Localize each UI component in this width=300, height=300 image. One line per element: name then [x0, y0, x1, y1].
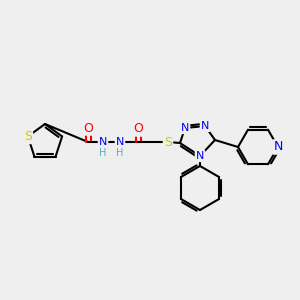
- Text: S: S: [164, 136, 172, 148]
- Text: N: N: [99, 137, 107, 147]
- Text: N: N: [201, 121, 209, 131]
- Text: N: N: [116, 137, 124, 147]
- Text: N: N: [196, 151, 204, 161]
- Text: N: N: [181, 123, 189, 133]
- Text: S: S: [24, 130, 32, 143]
- Text: H: H: [116, 148, 124, 158]
- Text: O: O: [83, 122, 93, 134]
- Text: O: O: [133, 122, 143, 136]
- Text: H: H: [99, 148, 107, 158]
- Text: N: N: [273, 140, 283, 154]
